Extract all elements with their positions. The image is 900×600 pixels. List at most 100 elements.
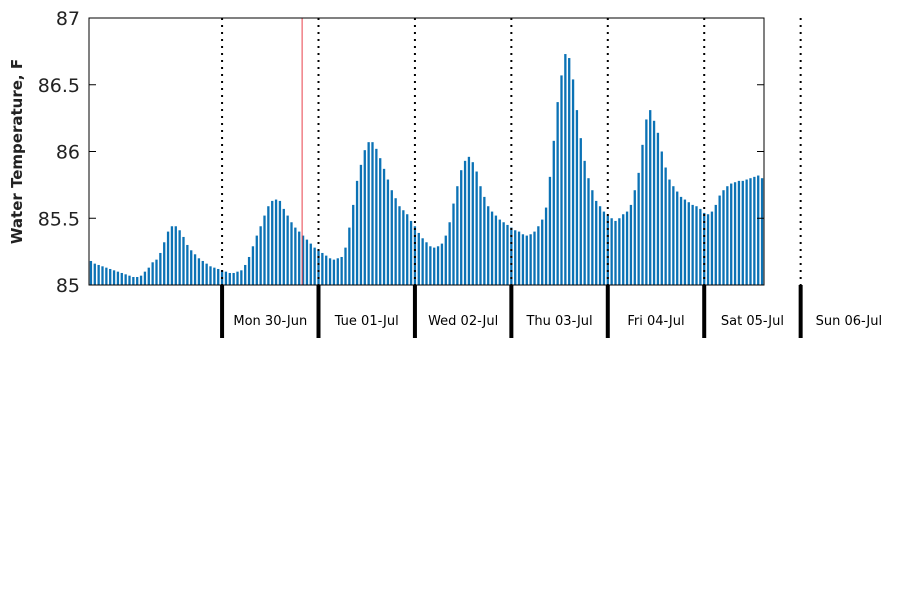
bar [278,200,282,285]
bar [579,138,582,285]
y-tick-label: 86 [56,142,80,164]
bar [537,226,540,285]
bar [151,262,154,285]
bar [402,210,405,285]
bar [494,215,498,285]
bar [556,102,559,285]
bar [440,243,444,285]
bar [541,219,544,285]
bar [132,276,135,285]
y-tick-label: 86.5 [38,75,80,97]
bar [155,259,158,285]
bar [201,260,204,285]
bar [637,172,640,285]
y-tick-label: 87 [56,8,80,30]
bar [710,211,714,285]
bar [595,200,598,285]
bar [730,183,733,285]
bar [359,164,363,285]
bar [417,232,420,285]
bar [390,190,393,285]
day-label: Tue 01-Jul [334,314,399,329]
bar [313,247,316,285]
bar [244,264,247,285]
bar [722,190,725,285]
bar [641,144,644,285]
bar [263,215,266,285]
bar [116,271,120,285]
bar [718,195,721,285]
bar [672,186,675,285]
bar [714,204,717,285]
bar [163,242,166,285]
bar [247,256,251,285]
bar [217,268,220,285]
bar [629,204,633,285]
bar [498,219,501,285]
bar [602,211,606,285]
bar [425,242,428,285]
bar [186,244,189,285]
bar [483,196,486,285]
bar [436,246,440,285]
bar [321,252,324,285]
bar [421,238,424,285]
bar [197,258,201,285]
y-axis-ticks: 85 85.5 86 86.5 87 [38,8,764,297]
day-label: Thu 03-Jul [525,314,592,329]
bar [649,110,652,285]
bar [571,79,575,285]
bar [267,206,270,285]
bar [286,215,289,285]
bar [398,206,401,285]
y-tick-label: 85 [56,275,80,297]
bar [178,230,181,285]
bar [560,75,563,285]
bar [475,171,478,285]
bar [699,208,702,285]
bar [271,200,274,285]
bar [139,275,143,285]
bar [182,236,185,285]
bar [548,176,552,285]
bar [575,110,579,285]
bar [348,227,351,285]
bar [240,270,243,285]
bar [170,226,174,285]
y-tick-label: 85.5 [38,208,80,230]
bar [193,254,197,285]
day-label: Wed 02-Jul [428,314,498,329]
bar [344,247,347,285]
bar [529,234,532,285]
y-axis-label: Water Temperature, F [8,59,26,244]
bar [683,199,687,285]
bar [591,190,594,285]
bar [294,227,297,285]
bar [757,175,760,285]
bar [205,263,208,285]
bar [664,167,667,285]
bar [259,226,262,285]
bar [298,231,301,285]
bar [105,267,108,285]
bar [598,206,602,285]
bar [124,274,127,285]
bar [749,178,752,285]
bar [687,202,690,285]
bar [332,259,336,285]
bar [467,156,471,285]
bar [471,162,474,285]
bar [625,211,629,285]
bar [340,256,343,285]
bar [733,182,737,285]
bar [309,243,312,285]
bar [375,148,378,285]
bar [305,239,309,285]
bar [479,186,482,285]
bar [745,179,748,285]
bar [633,190,636,285]
bar [533,231,536,285]
bar [668,179,671,285]
bar [136,276,139,285]
